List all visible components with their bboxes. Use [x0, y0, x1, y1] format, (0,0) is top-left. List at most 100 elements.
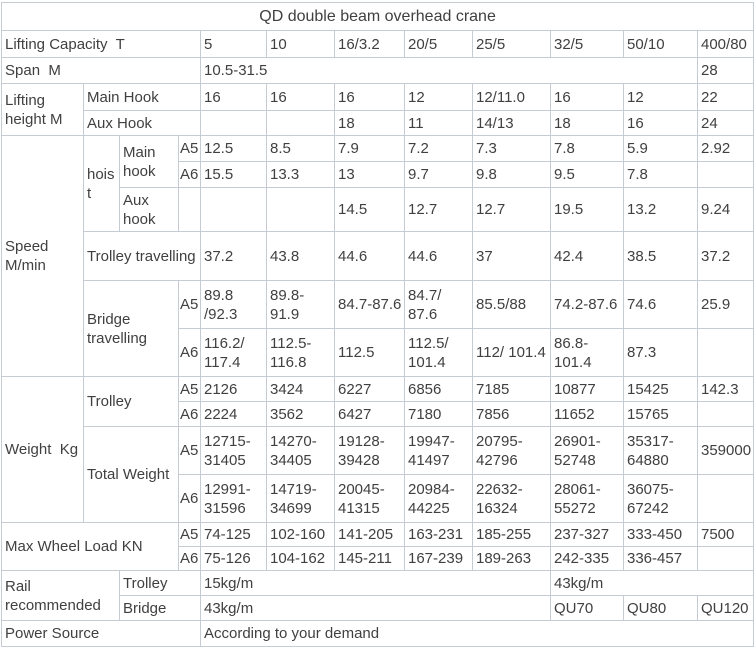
row-hoist-main-a6: A6 15.5 13.3 13 9.7 9.8 9.5 7.8	[2, 161, 754, 188]
cell	[200, 187, 267, 232]
row-total-weight-a6: A6 12991- 31596 14719- 34699 20045- 4131…	[2, 474, 754, 523]
a5-label: A5	[178, 426, 201, 475]
weight-trolley-label: Trolley	[83, 376, 179, 427]
cell: 2224	[200, 401, 267, 427]
cell: 7.3	[472, 135, 551, 162]
max-wheel-label: Max Wheel Load KN	[1, 522, 179, 571]
cell: 14/13	[472, 110, 551, 136]
cell: 44.6	[334, 231, 405, 281]
cell: 18	[550, 110, 624, 136]
cell: 12/11.0	[472, 83, 551, 111]
cell: 37	[472, 231, 551, 281]
cell	[266, 110, 335, 136]
cell: 16	[334, 83, 405, 111]
cell	[696, 161, 754, 188]
cell: 74.6	[623, 280, 698, 329]
row-weight-trolley-a5: Weight Kg Trolley A5 2126 3424 6227 6856…	[1, 376, 754, 523]
cell: 86.8- 101.4	[550, 328, 624, 377]
cell: 43.8	[266, 231, 335, 281]
cell: 11652	[550, 401, 624, 427]
cell: 189-263	[472, 546, 551, 571]
lifting-height-label: Lifting height M	[1, 83, 84, 136]
cell: 12991- 31596	[200, 474, 267, 523]
cell: 16	[550, 83, 624, 111]
cell: 13.3	[266, 161, 335, 188]
cell: 16	[623, 110, 698, 136]
cell: 22632- 16324	[472, 474, 551, 523]
column-header: 400/80	[696, 30, 754, 58]
cell	[696, 474, 754, 523]
a6-label: A6	[178, 546, 201, 571]
cell: 6427	[334, 401, 405, 427]
cell: 9.24	[696, 187, 754, 232]
cell: 10877	[550, 376, 624, 402]
power-source-label: Power Source	[1, 620, 201, 647]
row-lifting-capacity: Lifting Capacity T 5 10 16/3.2 20/5 25/5…	[1, 30, 754, 58]
row-main-hook: Lifting height M Main Hook 16 16 16 12 1…	[1, 83, 754, 136]
cell: 9.7	[404, 161, 473, 188]
row-aux-hook: Aux Hook 18 11 14/13 18 16 24	[2, 110, 754, 136]
cell: 5.9	[623, 135, 698, 162]
cell: 7.9	[334, 135, 405, 162]
hoist-main-hook-label: Main hook	[119, 135, 179, 188]
cell: 16	[200, 83, 267, 111]
cell: 141-205	[334, 522, 405, 547]
cell: 36075- 67242	[623, 474, 698, 523]
speed-label: Speed M/min	[1, 135, 84, 377]
column-header: 25/5	[472, 30, 551, 58]
cell	[266, 187, 335, 232]
cell: 38.5	[623, 231, 698, 281]
rail-trolley-label: Trolley	[119, 570, 201, 596]
cell: 163-231	[404, 522, 473, 547]
span-range: 10.5-31.5	[200, 57, 698, 84]
a6-label: A6	[178, 401, 201, 427]
cell: 75-126	[200, 546, 267, 571]
cell: 84.7-87.6	[334, 280, 405, 329]
row-trolley-travelling: Trolley travelling 37.2 43.8 44.6 44.6 3…	[2, 231, 754, 281]
cell: 18	[334, 110, 405, 136]
trolley-travelling-label: Trolley travelling	[83, 231, 201, 281]
cell: 25.9	[696, 280, 754, 329]
cell: 14719- 34699	[266, 474, 335, 523]
cell: 9.5	[550, 161, 624, 188]
a6-label: A6	[178, 161, 201, 188]
rail-trolley-right: 43kg/m	[549, 570, 754, 596]
cell: 7185	[472, 376, 551, 402]
column-header: 32/5	[550, 30, 624, 58]
cell: 12	[623, 83, 698, 111]
main-hook-label: Main Hook	[83, 83, 201, 111]
power-source-value: According to your demand	[199, 620, 754, 647]
cell: 15765	[623, 401, 698, 427]
cell: 7856	[472, 401, 551, 427]
cell: 7.8	[550, 135, 624, 162]
cell: 15425	[623, 376, 698, 402]
cell	[696, 401, 754, 427]
cell: 12.7	[404, 187, 473, 232]
cell: 112/ 101.4	[472, 328, 551, 377]
cell: 13.2	[623, 187, 698, 232]
cell: 74-125	[200, 522, 267, 547]
cell	[200, 110, 267, 136]
cell: 6227	[334, 376, 405, 402]
cell: 185-255	[472, 522, 551, 547]
cell: 42.4	[550, 231, 624, 281]
cell: 145-211	[334, 546, 405, 571]
row-bridge-a5: Bridge travelling A5 89.8 /92.3 89.8-91.…	[2, 280, 754, 377]
rail-label: Rail recommended	[1, 570, 120, 621]
cell: 167-239	[404, 546, 473, 571]
row-hoist-main-a5: Speed M/min hoist Main hook A5 12.5 8.5 …	[1, 135, 754, 377]
cell: 2126	[200, 376, 267, 402]
cell: 12.5	[200, 135, 267, 162]
table-title: QD double beam overhead crane	[0, 2, 754, 31]
cell: 7180	[404, 401, 473, 427]
cell: 37.2	[200, 231, 267, 281]
cell: 7.2	[404, 135, 473, 162]
total-weight-label: Total Weight	[83, 426, 179, 523]
a5-label: A5	[178, 522, 201, 547]
cell: QU70	[550, 595, 624, 621]
row-max-wheel-a5: Max Wheel Load KN A5 74-125 102-160 141-…	[1, 522, 754, 571]
cell: 359000	[696, 426, 754, 475]
a6-label: A6	[178, 328, 201, 377]
row-max-wheel-a6: A6 75-126 104-162 145-211 167-239 189-26…	[2, 546, 754, 571]
